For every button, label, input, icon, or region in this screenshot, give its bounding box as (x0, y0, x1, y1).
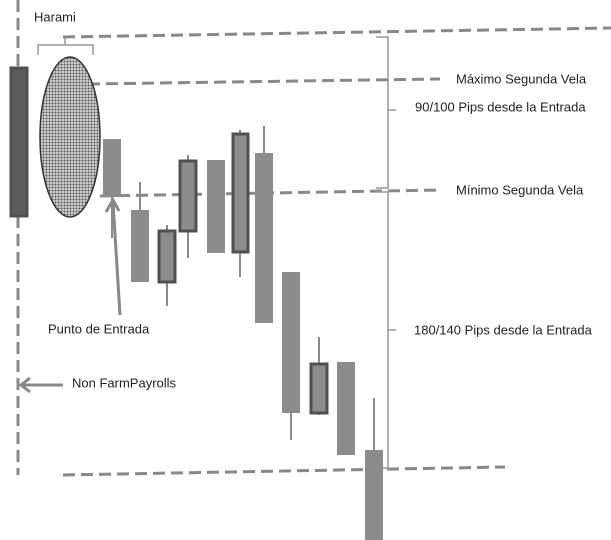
entry-label: Punto de Entrada (48, 321, 150, 336)
harami-label: Harami (34, 9, 76, 24)
max-label: Máximo Segunda Vela (456, 71, 587, 86)
nfp-label: Non FarmPayrolls (72, 375, 177, 390)
min-label: Mínimo Segunda Vela (456, 182, 584, 197)
pips-down-label: 180/140 Pips desde la Entrada (414, 322, 593, 337)
candles (9, 56, 383, 540)
arrows (18, 196, 122, 394)
pips-up-label: 90/100 Pips desde la Entrada (415, 99, 586, 114)
